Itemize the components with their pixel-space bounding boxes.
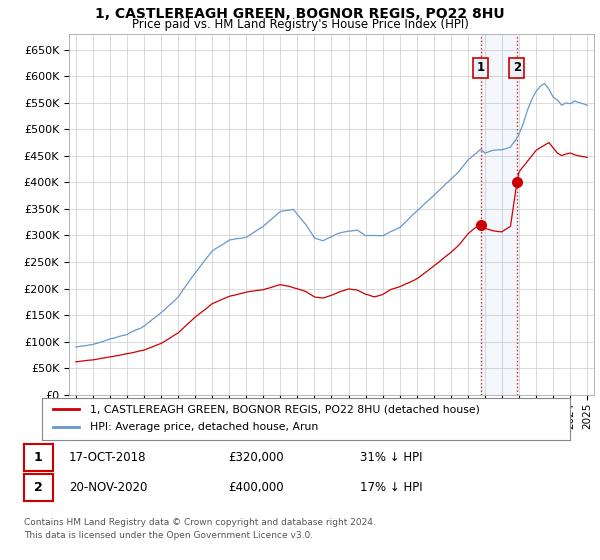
Text: Price paid vs. HM Land Registry's House Price Index (HPI): Price paid vs. HM Land Registry's House … — [131, 18, 469, 31]
Text: 1: 1 — [34, 451, 43, 464]
Text: 1: 1 — [476, 62, 485, 74]
Text: 2: 2 — [513, 62, 521, 74]
Text: Contains HM Land Registry data © Crown copyright and database right 2024.: Contains HM Land Registry data © Crown c… — [24, 518, 376, 527]
Text: 1, CASTLEREAGH GREEN, BOGNOR REGIS, PO22 8HU: 1, CASTLEREAGH GREEN, BOGNOR REGIS, PO22… — [95, 7, 505, 21]
Bar — [481, 34, 517, 395]
Text: 17-OCT-2018: 17-OCT-2018 — [69, 451, 146, 464]
Text: £400,000: £400,000 — [228, 480, 284, 494]
Text: £320,000: £320,000 — [228, 451, 284, 464]
Text: 17% ↓ HPI: 17% ↓ HPI — [360, 480, 422, 494]
Text: 1, CASTLEREAGH GREEN, BOGNOR REGIS, PO22 8HU (detached house): 1, CASTLEREAGH GREEN, BOGNOR REGIS, PO22… — [89, 404, 479, 414]
Text: 31% ↓ HPI: 31% ↓ HPI — [360, 451, 422, 464]
Text: 20-NOV-2020: 20-NOV-2020 — [69, 480, 148, 494]
Text: HPI: Average price, detached house, Arun: HPI: Average price, detached house, Arun — [89, 422, 318, 432]
Text: This data is licensed under the Open Government Licence v3.0.: This data is licensed under the Open Gov… — [24, 531, 313, 540]
Text: 2: 2 — [34, 480, 43, 494]
